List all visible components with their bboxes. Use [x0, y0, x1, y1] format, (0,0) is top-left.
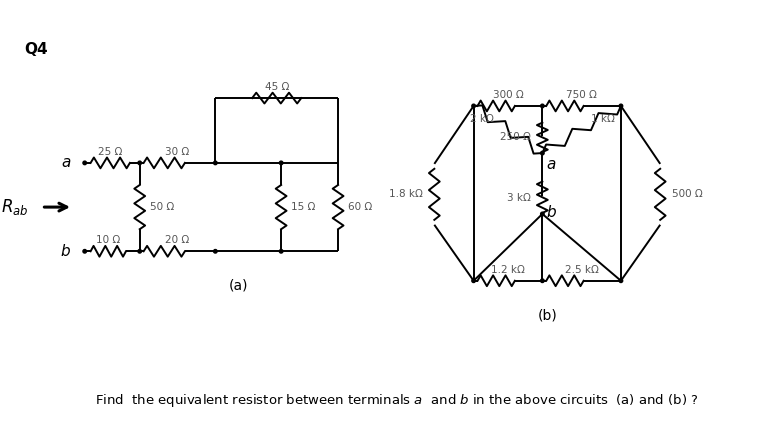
Text: 45 Ω: 45 Ω: [265, 82, 289, 92]
Text: $a$: $a$: [61, 156, 71, 170]
Text: 1.2 kΩ: 1.2 kΩ: [491, 265, 525, 275]
Text: 2.5 kΩ: 2.5 kΩ: [565, 265, 598, 275]
Circle shape: [619, 104, 622, 108]
Text: 30 Ω: 30 Ω: [166, 147, 190, 157]
Circle shape: [472, 279, 476, 282]
Text: 2 kΩ: 2 kΩ: [470, 114, 494, 124]
Circle shape: [540, 279, 544, 282]
Circle shape: [83, 249, 87, 253]
Circle shape: [138, 161, 141, 165]
Text: (a): (a): [229, 279, 248, 293]
Text: 500 Ω: 500 Ω: [672, 190, 703, 199]
Text: 3 kΩ: 3 kΩ: [507, 193, 530, 203]
Text: 1.8 kΩ: 1.8 kΩ: [389, 190, 423, 199]
Circle shape: [83, 161, 87, 165]
Text: 10 Ω: 10 Ω: [96, 235, 120, 245]
Circle shape: [213, 249, 217, 253]
Circle shape: [540, 104, 544, 108]
Text: 250 Ω: 250 Ω: [500, 132, 530, 142]
Text: $b$: $b$: [60, 243, 71, 259]
Text: Q4: Q4: [24, 42, 48, 57]
Text: $b$: $b$: [546, 204, 557, 220]
Circle shape: [540, 151, 544, 155]
Circle shape: [540, 212, 544, 216]
Circle shape: [280, 161, 283, 165]
Text: 1 kΩ: 1 kΩ: [591, 114, 615, 124]
Circle shape: [472, 104, 476, 108]
Text: 50 Ω: 50 Ω: [149, 202, 174, 212]
Text: 15 Ω: 15 Ω: [291, 202, 316, 212]
Text: 750 Ω: 750 Ω: [566, 90, 597, 100]
Circle shape: [138, 249, 141, 253]
Circle shape: [619, 279, 622, 282]
Text: 25 Ω: 25 Ω: [98, 147, 123, 157]
Circle shape: [280, 249, 283, 253]
Text: $R_{ab}$: $R_{ab}$: [2, 197, 29, 217]
Text: 60 Ω: 60 Ω: [348, 202, 373, 212]
Circle shape: [213, 161, 217, 165]
Text: (b): (b): [537, 308, 557, 322]
Text: $a$: $a$: [546, 157, 557, 172]
Text: 300 Ω: 300 Ω: [493, 90, 523, 100]
Text: Find  the equivalent resistor between terminals $a$  and $b$ in the above circui: Find the equivalent resistor between ter…: [95, 392, 699, 409]
Text: 20 Ω: 20 Ω: [166, 235, 190, 245]
